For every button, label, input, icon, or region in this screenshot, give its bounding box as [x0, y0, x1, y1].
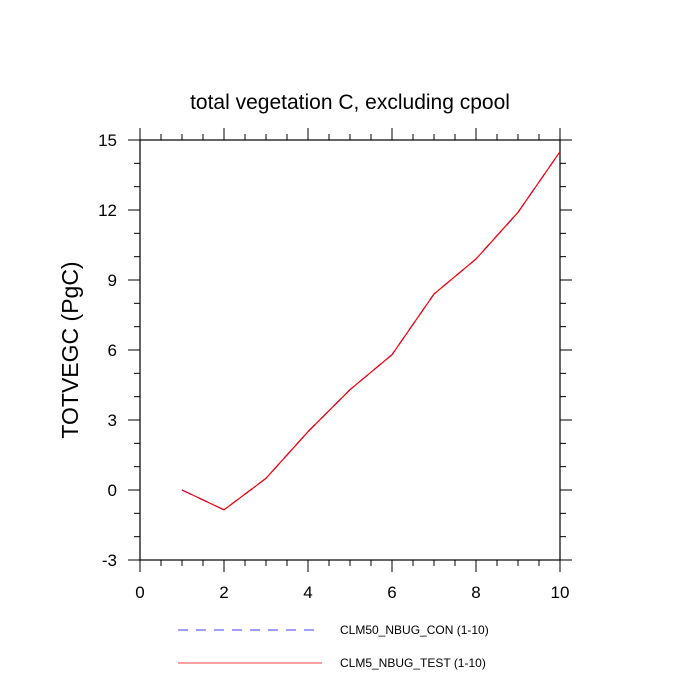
axis-ticks: 0 2 4 6 8 10 -3 0 3 6 9 12 15 [98, 128, 572, 602]
y-tick-label: 3 [108, 411, 117, 430]
y-tick-label: 6 [108, 341, 117, 360]
y-tick-label: 15 [98, 131, 117, 150]
series-line-clm50-nbug-con-1-10 [181, 151, 561, 511]
x-tick-label: 4 [303, 583, 312, 602]
series-lines [181, 151, 561, 511]
y-tick-label: -3 [102, 551, 117, 570]
y-tick-label: 0 [108, 481, 117, 500]
plot-frame [139, 139, 561, 561]
x-tick-label: 0 [135, 583, 144, 602]
x-tick-label: 6 [387, 583, 396, 602]
chart-title: total vegetation C, excluding cpool [190, 91, 510, 114]
x-tick-label: 2 [219, 583, 228, 602]
legend-label-clm50-nbug-con: CLM50_NBUG_CON (1-10) [340, 623, 489, 637]
y-tick-label: 9 [108, 271, 117, 290]
x-tick-label: 10 [551, 583, 570, 602]
y-axis-label: TOTVEGC (PgC) [57, 261, 83, 438]
legend: CLM50_NBUG_CON (1-10) CLM5_NBUG_TEST (1-… [178, 623, 489, 670]
y-tick-label: 12 [98, 201, 117, 220]
legend-label-clm5-nbug-test: CLM5_NBUG_TEST (1-10) [340, 656, 486, 670]
x-tick-label: 8 [471, 583, 480, 602]
series-line-clm5-nbug-test-1-10 [181, 151, 561, 511]
